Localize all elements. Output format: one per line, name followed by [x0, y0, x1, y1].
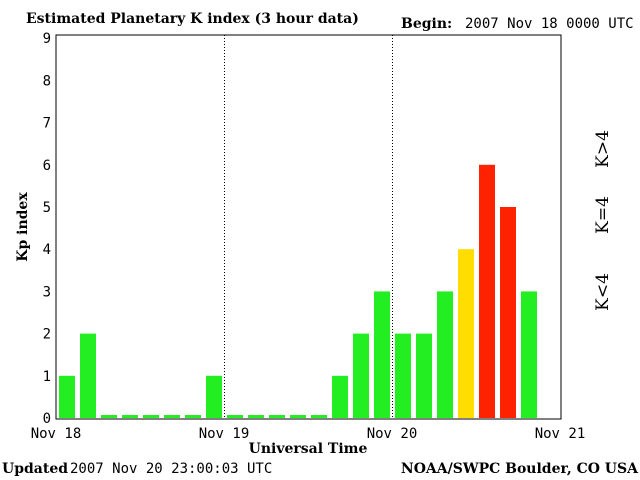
kp-bar-14: [332, 375, 348, 418]
kp-bar-5: [143, 415, 159, 418]
x-axis-label: Universal Time: [249, 441, 368, 457]
y-tick-2: 2: [43, 327, 51, 343]
kp-bar-17: [395, 333, 411, 418]
kp-bar-18: [416, 333, 432, 418]
x-tick-nov18: Nov 18: [31, 426, 82, 442]
kp-bar-13: [311, 415, 327, 418]
y-tick-7: 7: [43, 116, 51, 132]
chart-title: Estimated Planetary K index (3 hour data…: [26, 11, 359, 27]
kp-bar-11: [269, 415, 285, 418]
credit-text: NOAA/SWPC Boulder, CO USA: [401, 461, 639, 477]
begin-value: 2007 Nov 18 0000 UTC: [465, 16, 634, 32]
y-axis-label: Kp index: [15, 192, 31, 262]
kp-bar-9: [227, 415, 243, 418]
kp-bar-2: [80, 333, 96, 418]
kp-bar-4: [122, 415, 138, 418]
kp-bar-7: [185, 415, 201, 418]
y-tick-8: 8: [43, 73, 51, 89]
updated-value: 2007 Nov 20 23:00:03 UTC: [70, 461, 272, 477]
y-tick-1: 1: [43, 369, 51, 385]
y-tick-9: 9: [43, 31, 51, 47]
kp-bar-15: [353, 333, 369, 418]
plot-frame: [55, 34, 562, 420]
kp-bar-19: [437, 291, 453, 418]
kp-bar-23: [521, 291, 537, 418]
kp-bar-21: [479, 164, 495, 418]
x-tick-nov19: Nov 19: [199, 426, 250, 442]
y-tick-6: 6: [43, 158, 51, 174]
kp-bar-16: [374, 291, 390, 418]
x-tick-nov20: Nov 20: [367, 426, 418, 442]
kp-bar-8: [206, 375, 222, 418]
kp-bar-3: [101, 415, 117, 418]
updated-label: Updated: [2, 461, 68, 477]
bars-group: [59, 164, 537, 418]
y-tick-4: 4: [43, 242, 51, 258]
legend-low: K<4: [593, 273, 613, 311]
begin-label: Begin:: [401, 16, 452, 32]
x-tick-nov21: Nov 21: [535, 426, 586, 442]
kp-bar-1: [59, 375, 75, 418]
y-tick-3: 3: [43, 284, 51, 300]
kp-bar-10: [248, 415, 264, 418]
y-tick-labels: 0 1 2 3 4 5 6 7 8 9: [43, 31, 51, 427]
legend-high: K>4: [593, 130, 613, 168]
kp-bar-6: [164, 415, 180, 418]
legend-equal: K=4: [593, 196, 613, 234]
y-tick-0: 0: [43, 411, 51, 427]
kp-bar-12: [290, 415, 306, 418]
kp-bar-22: [500, 207, 516, 418]
kp-bar-20: [458, 249, 474, 418]
y-tick-5: 5: [43, 200, 51, 216]
